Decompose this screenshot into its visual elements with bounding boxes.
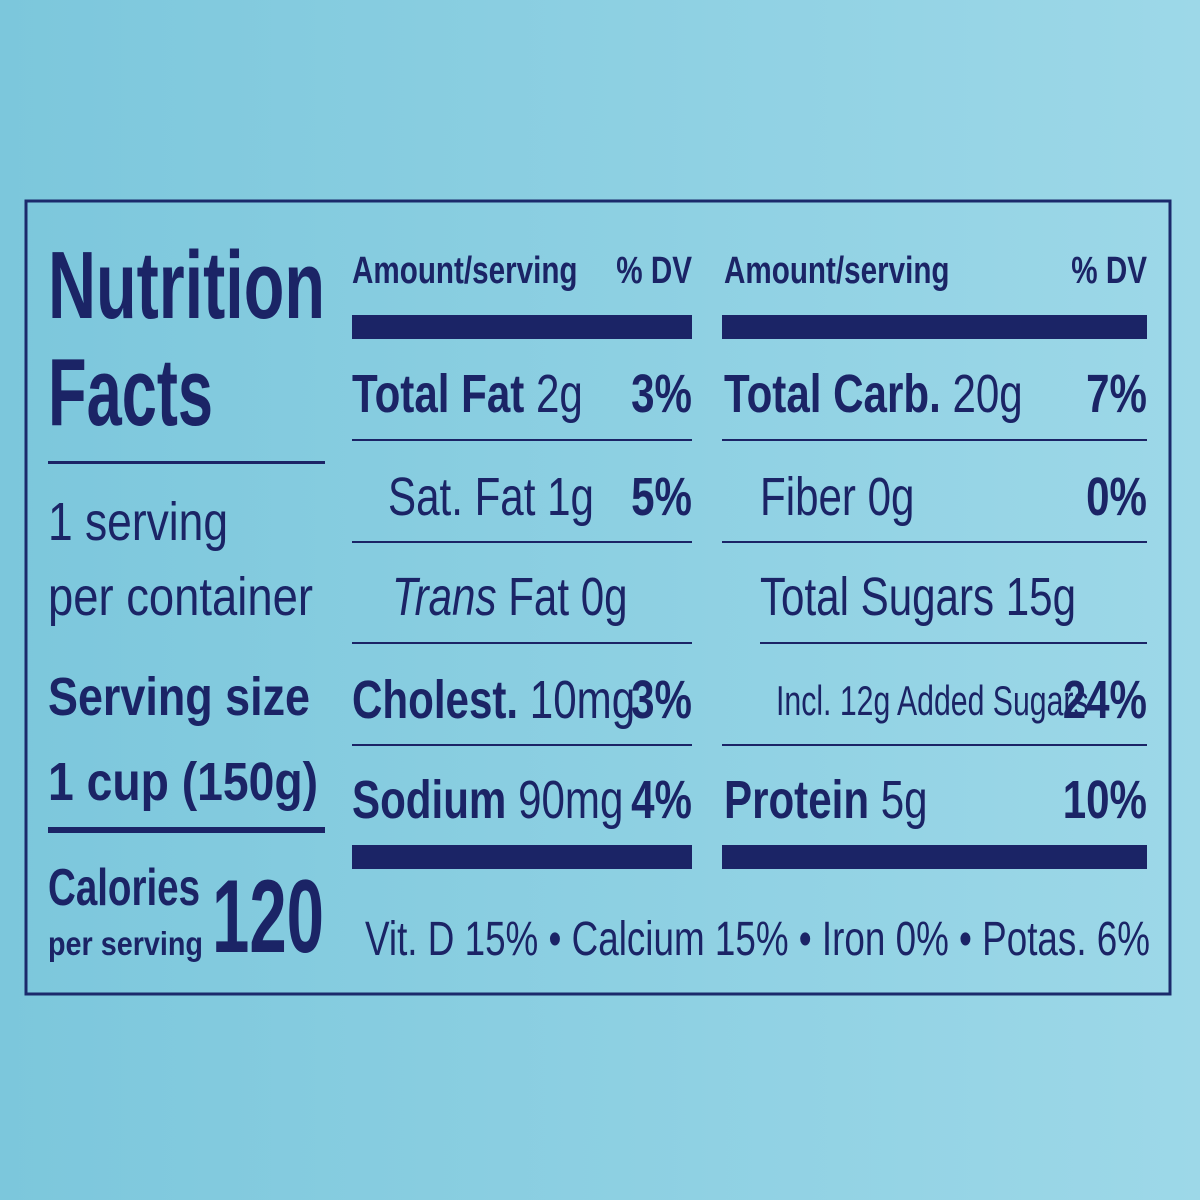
nutrient-amount: 2g	[536, 364, 583, 424]
divider	[48, 827, 325, 833]
divider	[352, 642, 692, 644]
divider	[48, 461, 325, 464]
nutrient-name: Fiber	[760, 467, 856, 527]
nutrient-name: Cholest.	[352, 670, 518, 730]
nutrient-row: Total Fat 2g	[352, 364, 583, 424]
nutrient-amount: 20g	[952, 364, 1022, 424]
nutrient-amount: 0g	[868, 467, 915, 527]
divider	[722, 541, 1147, 543]
nutrient-name: Total Sugars	[760, 567, 994, 627]
nutrient-dv: 10%	[1063, 770, 1147, 830]
servings-line: 1 serving	[48, 492, 228, 552]
column-header: % DV	[616, 250, 692, 292]
nutrient-amount: 90mg	[518, 770, 623, 830]
nutrient-name: Sat. Fat	[388, 467, 536, 527]
calories-label: Calories	[48, 859, 200, 917]
divider	[722, 439, 1147, 441]
nutrient-dv: 4%	[631, 770, 692, 830]
nutrient-dv: 5%	[631, 467, 692, 527]
nutrient-amount: 0g	[581, 567, 628, 627]
thick-bar	[352, 315, 692, 339]
title-line: Facts	[48, 339, 213, 446]
divider	[352, 541, 692, 543]
thick-bar	[352, 845, 692, 869]
nutrient-dv: 0%	[1086, 467, 1147, 527]
nutrient-name: Total Fat	[352, 364, 524, 424]
vitamins-footer: Vit. D 15% • Calcium 15% • Iron 0% • Pot…	[365, 913, 1150, 966]
nutrient-amount: 10mg	[530, 670, 635, 730]
nutrient-dv: 3%	[631, 670, 692, 730]
nutrient-row: Fiber 0g	[760, 467, 914, 527]
divider	[760, 642, 1147, 644]
panel-border	[24, 199, 1172, 996]
serving-size-label: Serving size	[48, 667, 310, 727]
nutrient-name: Protein	[724, 770, 869, 830]
nutrient-name: Fat	[508, 567, 569, 627]
divider	[352, 439, 692, 441]
serving-size-value: 1 cup (150g)	[48, 752, 318, 812]
nutrient-amount: 15g	[1006, 567, 1076, 627]
servings-line: per container	[48, 567, 313, 627]
nutrient-name: Sodium	[352, 770, 506, 830]
nutrient-row: Sodium 90mg	[352, 770, 623, 830]
thick-bar	[722, 315, 1147, 339]
nutrient-name: Incl. 12g Added Sugars	[776, 677, 1089, 724]
nutrient-name-italic: Trans	[392, 567, 496, 627]
thick-bar	[722, 845, 1147, 869]
nutrient-row: Sat. Fat 1g	[388, 467, 594, 527]
calories-sublabel: per serving	[48, 925, 203, 962]
nutrient-amount: 1g	[547, 467, 594, 527]
title-line: Nutrition	[48, 232, 325, 339]
column-header: % DV	[1071, 250, 1147, 292]
nutrient-name: Total Carb.	[724, 364, 941, 424]
divider	[722, 744, 1147, 746]
nutrient-row: Cholest. 10mg	[352, 670, 635, 730]
column-header: Amount/serving	[352, 250, 578, 292]
nutrient-row: Total Carb. 20g	[724, 364, 1023, 424]
column-header: Amount/serving	[724, 250, 950, 292]
nutrient-dv: 7%	[1086, 364, 1147, 424]
nutrient-amount: 5g	[881, 770, 928, 830]
nutrient-dv: 24%	[1063, 670, 1147, 730]
nutrient-row: Trans Fat 0g	[392, 567, 628, 627]
divider	[352, 744, 692, 746]
nutrient-dv: 3%	[631, 364, 692, 424]
nutrient-row: Total Sugars 15g	[760, 567, 1076, 627]
nutrient-row: Protein 5g	[724, 770, 928, 830]
calories-value: 120	[212, 859, 324, 975]
